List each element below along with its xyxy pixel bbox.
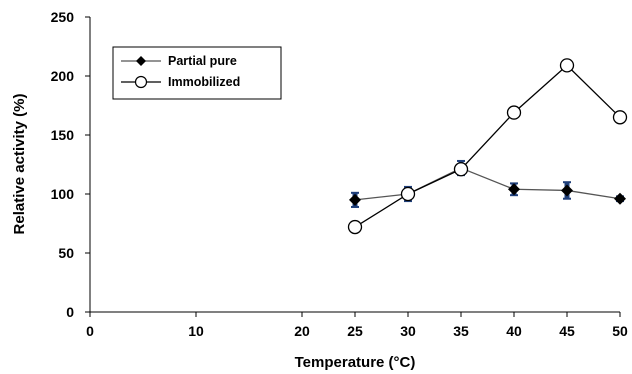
y-tick-label: 150 [51,127,75,143]
x-tick-label: 50 [612,323,628,339]
series-immobilized [347,58,628,235]
x-tick-label: 30 [400,323,416,339]
y-tick-label: 200 [51,68,75,84]
series-partial-pure [349,159,626,208]
legend: Partial pure Immobilized [112,46,282,100]
legend-box [112,46,282,100]
data-point-immobilized [453,162,469,177]
x-axis-title: Temperature (°C) [295,354,416,371]
x-tick-label: 0 [86,323,94,339]
legend-marker-circle-icon [134,75,148,89]
x-ticks: 0 10 20 25 30 35 40 45 50 [86,312,628,339]
y-axis-title: Relative activity (%) [11,94,28,235]
y-tick-label: 100 [51,186,75,202]
x-tick-label: 10 [188,323,204,339]
data-point-immobilized [347,219,363,235]
x-tick-label: 45 [559,323,575,339]
x-tick-label: 20 [294,323,310,339]
y-ticks: 0 50 100 150 200 250 [51,9,90,320]
data-point-partial-pure [561,184,573,197]
x-tick-label: 25 [347,323,363,339]
data-point-partial-pure [349,193,361,206]
y-tick-label: 50 [58,245,74,261]
data-point-partial-pure [614,192,626,205]
data-point-immobilized [506,105,522,120]
series-layer [347,58,628,235]
y-tick-label: 250 [51,9,75,25]
legend-label-immobilized: Immobilized [168,75,240,89]
x-tick-label: 40 [506,323,522,339]
data-point-immobilized [612,110,628,125]
series-line-partial-pure [354,167,621,201]
data-point-immobilized [400,186,416,202]
legend-label-partial-pure: Partial pure [168,54,237,68]
y-tick-label: 0 [66,304,74,320]
legend-marker-diamond-icon [136,56,146,66]
x-tick-label: 35 [453,323,469,339]
data-point-immobilized [559,58,575,73]
series-line-immobilized [354,64,621,228]
data-point-partial-pure [508,183,520,196]
